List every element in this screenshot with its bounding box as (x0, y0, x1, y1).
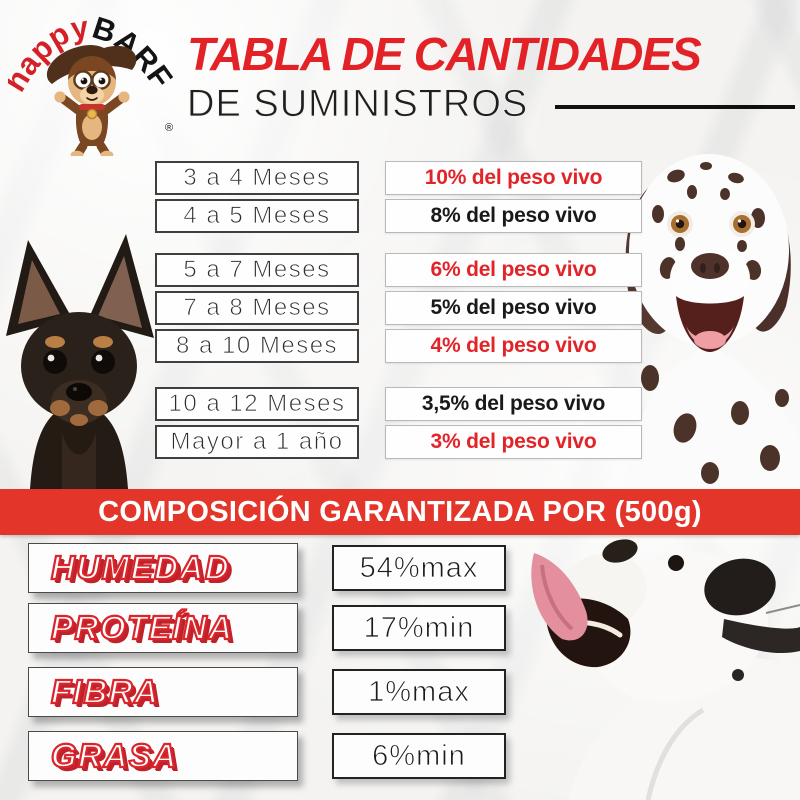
page-title: TABLA DE CANTIDADES (187, 28, 702, 80)
registered-mark-icon: ® (165, 122, 173, 134)
nutrient-value-label: 54%max (359, 551, 479, 584)
nutrient-cell: HUMEDAD (28, 543, 298, 593)
table-row: 10 a 12 Meses 3,5% del peso vivo (155, 387, 642, 421)
composition-banner: COMPOSICIÓN GARANTIZADA POR (500g) (0, 489, 800, 535)
quantity-label: 6% del peso vivo (430, 258, 597, 281)
quantity-cell: 10% del peso vivo (385, 161, 642, 195)
table-row: Mayor a 1 año 3% del peso vivo (155, 425, 642, 459)
quantity-cell: 6% del peso vivo (385, 253, 642, 287)
quantity-cell: 3% del peso vivo (385, 425, 642, 459)
nutrient-label: FIBRA (50, 672, 160, 711)
puppy-eyes (43, 350, 115, 374)
nutrient-value-cell: 17%min (332, 605, 506, 651)
composition-row: HUMEDAD 54%max (28, 543, 506, 593)
composition-row: GRASA 6%min (28, 731, 506, 781)
bulldog-tongue (531, 553, 588, 641)
age-cell: 10 a 12 Meses (155, 387, 359, 421)
composition-row: FIBRA 1%max (28, 667, 506, 717)
age-label: Mayor a 1 año (170, 428, 344, 456)
happybarf-logo: happyBARF ® (0, 4, 180, 160)
header: TABLA DE CANTIDADES DE SUMINISTROS (187, 30, 787, 126)
feeding-table: 3 a 4 Meses 10% del peso vivo 4 a 5 Mese… (155, 161, 642, 459)
age-cell: 3 a 4 Meses (155, 161, 359, 195)
nutrient-cell: PROTEÍNA (28, 603, 298, 653)
nutrient-label: HUMEDAD (50, 548, 231, 587)
age-label: 8 a 10 Meses (175, 332, 339, 360)
nutrient-value-cell: 1%max (332, 669, 506, 715)
quantity-cell: 4% del peso vivo (385, 329, 642, 363)
table-row: 3 a 4 Meses 10% del peso vivo (155, 161, 642, 195)
age-label: 4 a 5 Meses (183, 202, 331, 230)
nutrient-value-label: 17%min (363, 611, 475, 644)
nutrient-value-label: 1%max (368, 675, 470, 708)
nutrient-value-label: 6%min (372, 739, 466, 772)
nutrient-value-cell: 6%min (332, 733, 506, 779)
nutrient-cell: GRASA (28, 731, 298, 781)
table-row: 5 a 7 Meses 6% del peso vivo (155, 253, 642, 287)
quantity-label: 8% del peso vivo (430, 204, 597, 227)
bulldog-photo (528, 535, 800, 800)
age-cell: 7 a 8 Meses (155, 291, 359, 325)
quantity-label: 3,5% del peso vivo (421, 392, 606, 415)
dalmatian-nose (691, 253, 729, 279)
dalmatian-photo (610, 128, 800, 489)
nutrient-label: GRASA (50, 736, 178, 775)
age-cell: 4 a 5 Meses (155, 199, 359, 233)
age-label: 5 a 7 Meses (183, 256, 331, 284)
bulldog-nose (602, 539, 638, 563)
quantity-cell: 8% del peso vivo (385, 199, 642, 233)
puppy-nose (66, 383, 92, 401)
age-label: 3 a 4 Meses (183, 164, 331, 192)
page-subtitle: DE SUMINISTROS (187, 83, 529, 126)
age-cell: Mayor a 1 año (155, 425, 359, 459)
quantity-cell: 3,5% del peso vivo (385, 387, 642, 421)
quantity-cell: 5% del peso vivo (385, 291, 642, 325)
quantity-label: 4% del peso vivo (430, 334, 597, 357)
composition-banner-title: COMPOSICIÓN GARANTIZADA POR (500g) (98, 495, 702, 528)
nutrient-cell: FIBRA (28, 667, 298, 717)
table-row: 7 a 8 Meses 5% del peso vivo (155, 291, 642, 325)
nutrient-label: PROTEÍNA (50, 608, 234, 647)
happybarf-dog-mascot-icon (46, 45, 137, 160)
age-cell: 8 a 10 Meses (155, 329, 359, 363)
dalmatian-eyes (667, 211, 755, 237)
quantity-label: 3% del peso vivo (430, 430, 597, 453)
quantity-label: 5% del peso vivo (430, 296, 597, 319)
title-underline (555, 105, 795, 109)
dalmatian-tongue (694, 331, 726, 349)
quantity-label: 10% del peso vivo (424, 166, 603, 189)
miniature-pinscher-puppy-photo (0, 232, 160, 489)
composition-row: PROTEÍNA 17%min (28, 603, 506, 653)
age-label: 10 a 12 Meses (168, 390, 346, 418)
age-label: 7 a 8 Meses (183, 294, 331, 322)
bulldog-ear (722, 619, 800, 654)
table-row: 4 a 5 Meses 8% del peso vivo (155, 199, 642, 233)
age-cell: 5 a 7 Meses (155, 253, 359, 287)
bulldog-eye (668, 555, 684, 571)
table-row: 8 a 10 Meses 4% del peso vivo (155, 329, 642, 363)
nutrient-value-cell: 54%max (332, 545, 506, 591)
